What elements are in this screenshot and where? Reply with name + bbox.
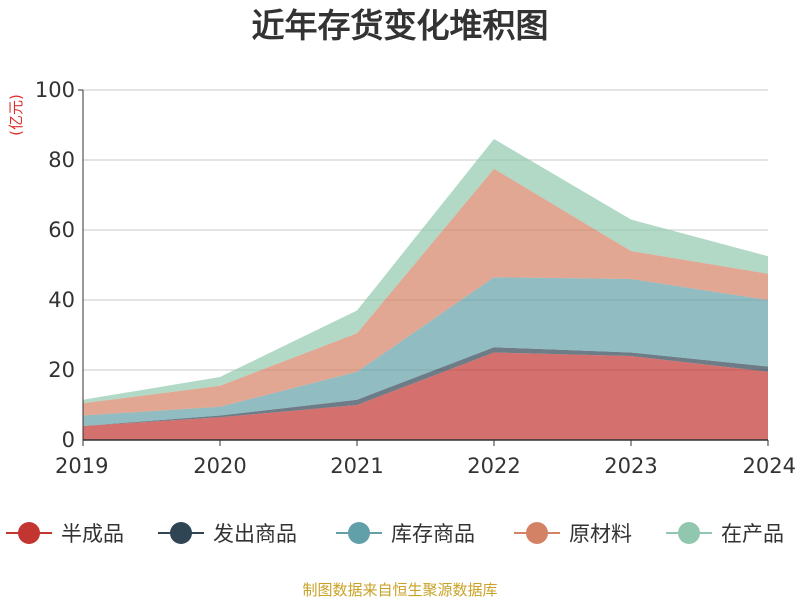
y-tick-label: 20 xyxy=(48,358,75,382)
y-tick-label: 40 xyxy=(48,288,75,312)
y-tick-label: 0 xyxy=(62,428,75,452)
area-series-在产品 xyxy=(83,139,768,404)
y-axis-unit-label: (亿元) xyxy=(7,94,25,136)
legend-marker xyxy=(526,522,548,544)
legend-marker xyxy=(678,522,700,544)
legend-item-库存商品: 库存商品 xyxy=(336,522,475,546)
axes: 0 20 40 60 80 100 2019 2020 2021 2022 2023 2024 xyxy=(35,78,796,478)
legend-marker xyxy=(170,522,192,544)
x-tick-label: 2024 xyxy=(743,454,796,478)
x-tick-label: 2021 xyxy=(330,454,383,478)
legend-label: 在产品 xyxy=(721,522,784,546)
legend-label: 库存商品 xyxy=(391,522,475,546)
legend-label: 发出商品 xyxy=(213,522,297,546)
legend-item-半成品: 半成品 xyxy=(6,522,124,546)
y-tick-label: 80 xyxy=(48,148,75,172)
area-series-半成品 xyxy=(83,352,768,440)
legend: 半成品 发出商品 库存商品 原材料 在产品 xyxy=(6,522,784,546)
area-series-库存商品 xyxy=(83,277,768,426)
area-series-group xyxy=(83,139,768,440)
legend-item-发出商品: 发出商品 xyxy=(158,522,297,546)
legend-marker xyxy=(18,522,40,544)
y-tick-label: 60 xyxy=(48,218,75,242)
x-tick-label: 2023 xyxy=(604,454,657,478)
chart-title: 近年存货变化堆积图 xyxy=(252,6,549,45)
legend-marker xyxy=(348,522,370,544)
x-tick-label: 2019 xyxy=(55,454,108,478)
legend-item-原材料: 原材料 xyxy=(514,522,632,546)
legend-label: 半成品 xyxy=(61,522,124,546)
x-tick-label: 2020 xyxy=(193,454,246,478)
y-tick-label: 100 xyxy=(35,78,75,102)
legend-label: 原材料 xyxy=(569,522,632,546)
legend-item-在产品: 在产品 xyxy=(666,522,784,546)
x-tick-label: 2022 xyxy=(467,454,520,478)
source-note: 制图数据来自恒生聚源数据库 xyxy=(302,581,497,599)
